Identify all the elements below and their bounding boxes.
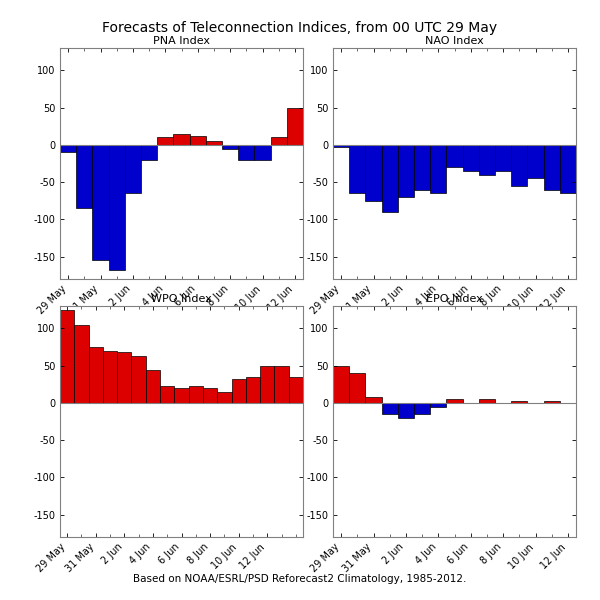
Text: Forecasts of Teleconnection Indices, from 00 UTC 29 May: Forecasts of Teleconnection Indices, fro…: [103, 21, 497, 35]
Title: NAO Index: NAO Index: [425, 36, 484, 46]
Bar: [89, 347, 103, 403]
Bar: [446, 399, 463, 403]
Bar: [446, 145, 463, 167]
Bar: [398, 145, 414, 197]
Bar: [160, 386, 175, 403]
Bar: [463, 145, 479, 171]
Bar: [287, 107, 303, 145]
Bar: [479, 145, 495, 175]
Bar: [117, 352, 131, 403]
Bar: [349, 145, 365, 193]
Bar: [430, 403, 446, 407]
Bar: [76, 145, 92, 208]
Bar: [60, 310, 74, 403]
Bar: [414, 145, 430, 190]
Bar: [254, 145, 271, 160]
Bar: [365, 145, 382, 201]
Bar: [560, 145, 576, 193]
Bar: [382, 145, 398, 212]
Bar: [527, 145, 544, 178]
Bar: [188, 386, 203, 403]
Bar: [206, 141, 222, 145]
Bar: [274, 365, 289, 403]
Bar: [238, 145, 254, 160]
Bar: [511, 401, 527, 403]
Bar: [173, 134, 190, 145]
Text: Based on NOAA/ESRL/PSD Reforecast2 Climatology, 1985-2012.: Based on NOAA/ESRL/PSD Reforecast2 Clima…: [133, 574, 467, 584]
Bar: [333, 145, 349, 147]
Bar: [146, 370, 160, 403]
Bar: [175, 388, 188, 403]
Bar: [398, 403, 414, 418]
Bar: [103, 351, 117, 403]
Title: PNA Index: PNA Index: [153, 36, 210, 46]
Bar: [365, 397, 382, 403]
Bar: [511, 145, 527, 186]
Bar: [157, 137, 173, 145]
Bar: [260, 365, 274, 403]
Bar: [544, 401, 560, 403]
Bar: [203, 388, 217, 403]
Bar: [479, 399, 495, 403]
Bar: [414, 403, 430, 414]
Bar: [109, 145, 125, 270]
Title: WPO Index: WPO Index: [151, 294, 212, 304]
Bar: [333, 365, 349, 403]
Bar: [125, 145, 141, 193]
Bar: [232, 379, 246, 403]
Bar: [92, 145, 109, 260]
Bar: [131, 356, 146, 403]
Bar: [289, 377, 303, 403]
Bar: [246, 377, 260, 403]
Bar: [141, 145, 157, 160]
Bar: [271, 137, 287, 145]
Bar: [544, 145, 560, 190]
Bar: [222, 145, 238, 149]
Bar: [382, 403, 398, 414]
Bar: [349, 373, 365, 403]
Bar: [217, 392, 232, 403]
Bar: [190, 136, 206, 145]
Bar: [495, 145, 511, 171]
Bar: [60, 145, 76, 152]
Title: EPO Index: EPO Index: [426, 294, 483, 304]
Bar: [430, 145, 446, 193]
Bar: [74, 325, 89, 403]
